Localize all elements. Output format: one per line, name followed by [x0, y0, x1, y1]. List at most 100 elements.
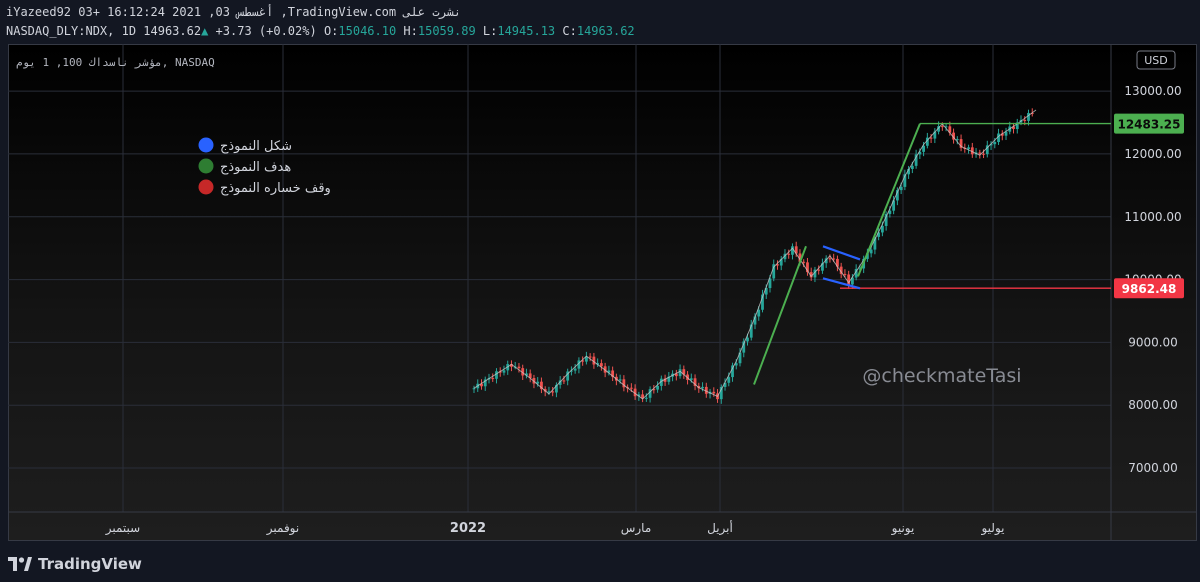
candle-body: [581, 360, 585, 362]
candles: [472, 108, 1034, 404]
candle-body: [985, 145, 989, 155]
candle-body: [959, 139, 963, 148]
candle-body: [618, 379, 622, 381]
candle-body: [491, 378, 495, 380]
candle-body: [472, 388, 476, 390]
candle-body: [839, 266, 843, 274]
open-label: O:: [323, 24, 339, 38]
candle-body: [772, 264, 776, 279]
chart-area[interactable]: [8, 44, 1197, 541]
low-value: 14945.13: [497, 24, 556, 38]
candle-body: [652, 389, 656, 391]
candle-body: [925, 137, 929, 146]
candle-body: [907, 168, 911, 175]
legend-label: وقف خساره النموذج: [220, 181, 331, 196]
y-tick-label: 9000.00: [1128, 335, 1178, 349]
legend-dot: [198, 158, 214, 174]
candle-body: [798, 253, 802, 262]
candle-body: [944, 126, 948, 128]
candle-body: [547, 391, 551, 393]
candle-body: [866, 253, 869, 259]
candle-body: [588, 356, 592, 358]
candle-body: [551, 391, 555, 393]
candle-body: [712, 391, 716, 394]
candle-body: [899, 186, 903, 191]
candle-body: [577, 360, 581, 369]
candle-body: [997, 133, 1000, 143]
candle-body: [678, 369, 682, 377]
candle-body: [633, 388, 637, 397]
y-tick-label: 8000.00: [1128, 398, 1178, 412]
candle-body: [903, 174, 907, 187]
candle-body: [869, 249, 873, 254]
candle-body: [693, 378, 697, 386]
candle-body: [622, 379, 626, 388]
candle-body: [806, 262, 809, 273]
footer: TradingView: [0, 544, 1200, 582]
x-tick-label: مارس: [621, 521, 652, 536]
candle-body: [555, 384, 558, 393]
candle-body: [528, 373, 532, 379]
candle-body: [933, 131, 937, 139]
candle-body: [828, 258, 832, 260]
candle-body: [611, 370, 615, 377]
candle-body: [734, 363, 738, 366]
candle-body: [824, 258, 828, 264]
candle-body: [1015, 122, 1019, 130]
candle-body: [562, 380, 566, 382]
candle-body: [1000, 133, 1004, 136]
candle-body: [510, 364, 513, 367]
y-tick-label: 13000.00: [1124, 84, 1181, 98]
candle-body: [821, 263, 824, 271]
candle-body: [922, 145, 925, 152]
candle-body: [749, 324, 753, 338]
candle-body: [742, 341, 746, 353]
candle-body: [847, 274, 851, 285]
candle-body: [967, 147, 970, 149]
candle-body: [1023, 120, 1027, 122]
tradingview-logo[interactable]: TradingView: [8, 555, 142, 573]
candle-body: [536, 381, 540, 384]
symbol-info-line: NASDAQ_DLY:NDX, 1D 14963.62▲ +3.73 (+0.0…: [6, 24, 635, 38]
trend-line: [473, 109, 1037, 400]
candle-body: [817, 269, 821, 271]
legend-label: شكل النموذج: [220, 139, 292, 154]
candle-body: [573, 368, 577, 371]
candle-body: [517, 366, 521, 369]
legend-dot: [198, 179, 214, 195]
candle-body: [480, 383, 483, 387]
candle-body: [1004, 131, 1008, 136]
candle-body: [940, 126, 944, 128]
candle-body: [794, 246, 798, 254]
candle-body: [723, 382, 727, 387]
symbol-name[interactable]: NASDAQ_DLY:NDX, 1D: [6, 24, 137, 38]
publish-info: iYazeed92 03+ 16:12:24 2021 ,03 أغسطس ,T…: [6, 5, 462, 19]
low-label: L:: [482, 24, 498, 38]
candle-body: [764, 288, 768, 295]
candle-body: [787, 253, 791, 255]
candle-body: [982, 153, 985, 155]
legend-dot: [198, 137, 214, 153]
candle-body: [727, 377, 731, 383]
candle-body: [659, 378, 663, 386]
currency-label: USD: [1144, 54, 1168, 67]
candle-body: [880, 225, 884, 233]
candle-body: [757, 309, 761, 317]
candle-body: [521, 368, 525, 376]
candle-body: [993, 142, 997, 145]
candle-body: [648, 389, 652, 398]
price-chart[interactable]: 7000.008000.009000.0010000.0011000.00120…: [8, 44, 1197, 541]
candle-body: [989, 144, 993, 146]
currency-box: [1136, 50, 1176, 70]
candle-body: [637, 394, 641, 397]
high-label: H:: [403, 24, 418, 38]
candle-body: [918, 151, 922, 155]
candle-body: [884, 213, 888, 226]
candle-body: [768, 278, 772, 289]
candle-body: [599, 363, 603, 367]
candle-body: [832, 258, 836, 260]
candle-body: [892, 200, 896, 211]
candle-body: [719, 386, 723, 400]
y-tick-label: 11000.00: [1124, 210, 1181, 224]
y-tick-label: 12000.00: [1124, 147, 1181, 161]
